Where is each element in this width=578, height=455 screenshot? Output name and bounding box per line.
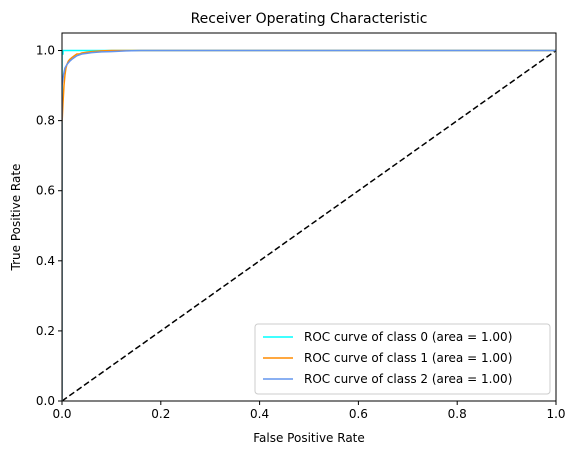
axes-layer bbox=[61, 32, 557, 402]
y-tick-label: 0.4 bbox=[36, 254, 55, 268]
y-tick-label: 1.0 bbox=[36, 44, 55, 58]
series-group bbox=[62, 49, 556, 401]
x-axis-ticks: 0.0 0.2 0.4 0.6 0.8 1.0 bbox=[52, 401, 566, 421]
x-tick-label: 0.8 bbox=[448, 407, 467, 421]
series-layer bbox=[62, 49, 556, 401]
plot-frame bbox=[61, 32, 557, 402]
x-tick-label: 0.4 bbox=[250, 407, 269, 421]
roc-series-class-1 bbox=[62, 49, 556, 401]
x-tick-label: 0.6 bbox=[349, 407, 368, 421]
legend-label-class-0: ROC curve of class 0 (area = 1.00) bbox=[304, 330, 512, 344]
y-axis-ticks: 0.0 0.2 0.4 0.6 0.8 1.0 bbox=[36, 44, 62, 408]
legend-label-class-2: ROC curve of class 2 (area = 1.00) bbox=[304, 372, 512, 386]
roc-series-class-2 bbox=[62, 49, 556, 401]
legend-label-class-1: ROC curve of class 1 (area = 1.00) bbox=[304, 351, 512, 365]
x-tick-label: 0.0 bbox=[52, 407, 71, 421]
y-axis-label: True Positive Rate bbox=[9, 164, 23, 272]
x-axis-label: False Positive Rate bbox=[253, 431, 365, 445]
x-tick-label: 0.2 bbox=[151, 407, 170, 421]
y-tick-label: 0.0 bbox=[36, 394, 55, 408]
legend-box bbox=[254, 323, 551, 395]
y-tick-label: 0.8 bbox=[36, 114, 55, 128]
y-tick-label: 0.2 bbox=[36, 324, 55, 338]
chart-title: Receiver Operating Characteristic bbox=[191, 11, 428, 27]
chance-diagonal-line bbox=[62, 49, 556, 401]
x-tick-label: 1.0 bbox=[546, 407, 565, 421]
y-tick-label: 0.6 bbox=[36, 184, 55, 198]
legend: ROC curve of class 0 (area = 1.00) ROC cu… bbox=[254, 323, 551, 395]
